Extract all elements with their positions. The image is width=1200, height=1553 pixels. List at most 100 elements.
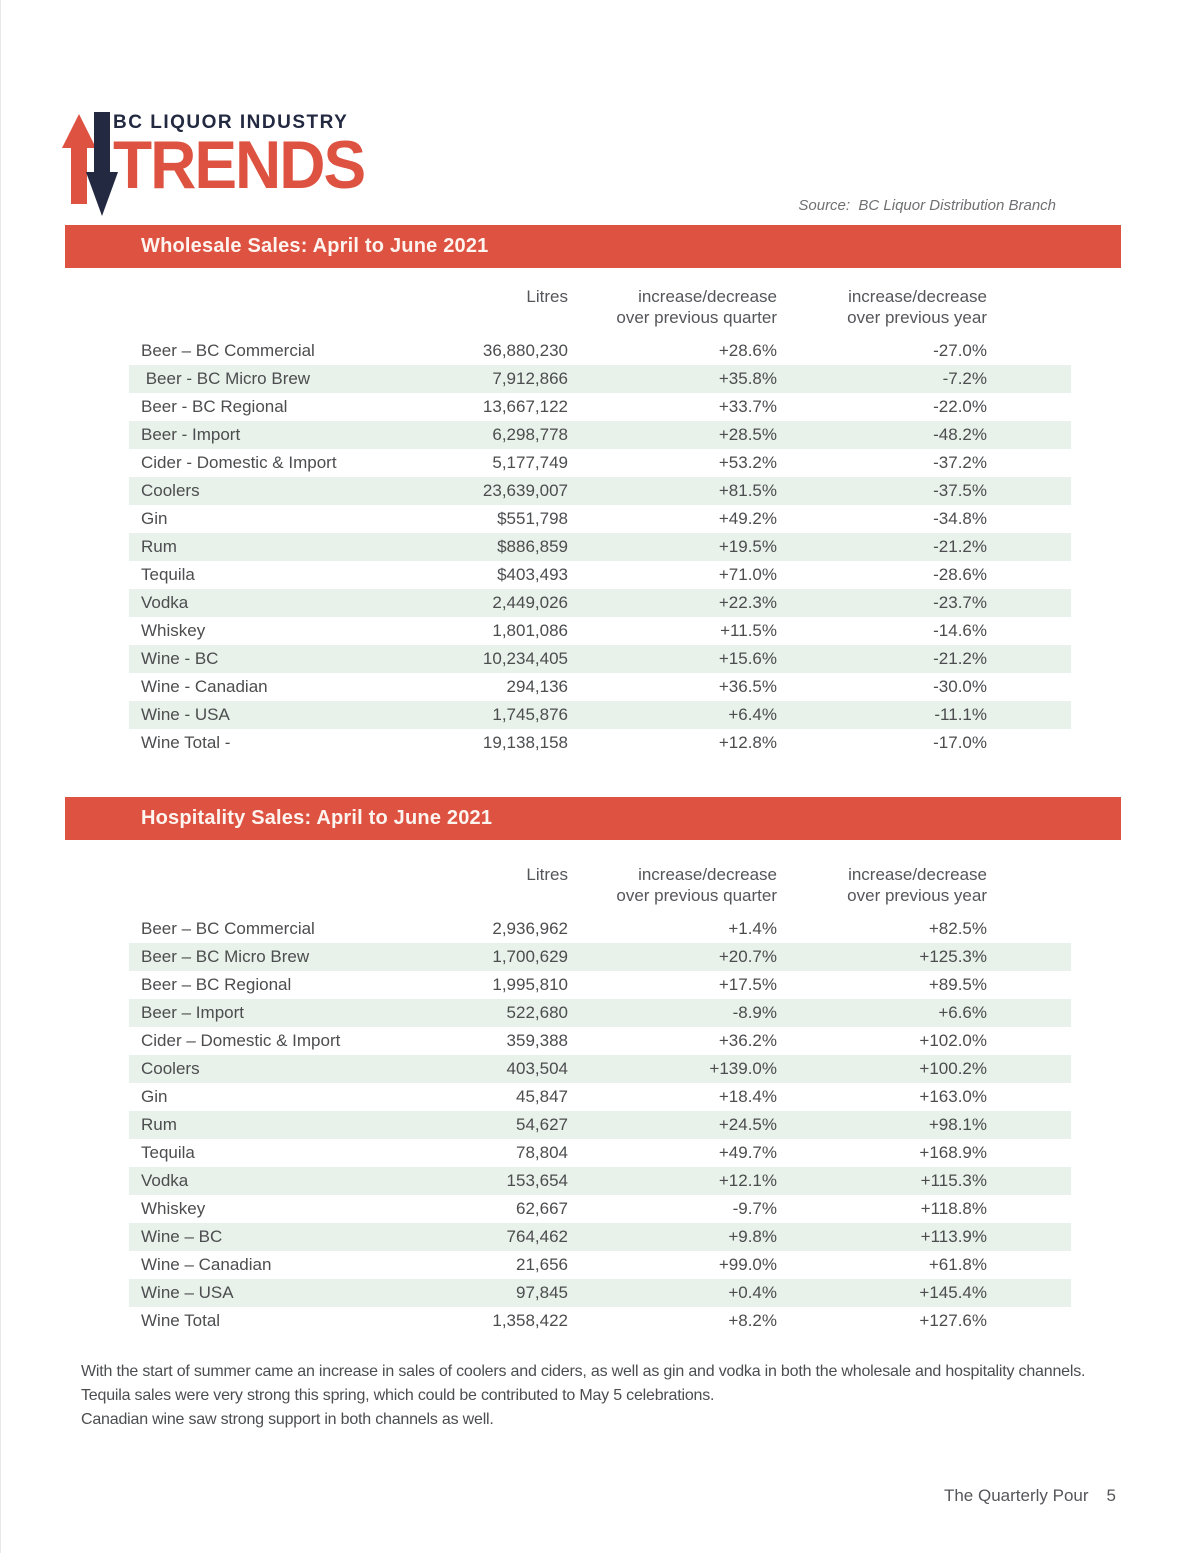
logo: BC LIQUOR INDUSTRY TRENDS [113,112,366,199]
year-change-cell: -27.0% [933,341,987,360]
year-change-cell: -7.2% [942,369,987,388]
category-cell: Beer – BC Regional [141,975,292,994]
litres-cell: 45,847 [516,1087,568,1106]
litres-cell: 6,298,778 [492,425,568,444]
wholesale-section-banner: Wholesale Sales: April to June 2021 [65,225,1121,268]
litres-cell: 13,667,122 [482,397,568,416]
year-change-cell: +61.8% [928,1255,987,1274]
source-note: Source: BC Liquor Distribution Branch [798,197,1056,214]
quarter-change-cell: -8.9% [732,1003,777,1022]
table-row: Beer - BC Micro Brew 7,912,866 +35.8% -7… [129,365,1071,393]
year-change-cell: +125.3% [919,947,987,966]
table-row: Wine – Canadian 21,656 +99.0% +61.8% [129,1251,1071,1279]
litres-cell: 359,388 [506,1031,568,1050]
hospitality-table: Litres increase/decrease over previous q… [129,864,1071,1335]
table-row: Gin $551,798 +49.2% -34.8% [129,505,1071,533]
quarter-change-cell: +36.2% [718,1031,777,1050]
table-row: Wine - BC 10,234,405 +15.6% -21.2% [129,645,1071,673]
header-spacer [129,286,379,328]
category-cell: Wine - Canadian [141,677,268,696]
year-change-cell: -21.2% [933,537,987,556]
table-row: Vodka 153,654 +12.1% +115.3% [129,1167,1071,1195]
litres-cell: 97,845 [516,1283,568,1302]
litres-cell: $551,798 [497,509,568,528]
table-row: Coolers 23,639,007 +81.5% -37.5% [129,477,1071,505]
litres-cell: 19,138,158 [482,733,568,752]
year-change-cell: -30.0% [933,677,987,696]
table-row: Beer – BC Commercial 2,936,962 +1.4% +82… [129,915,1071,943]
table-row: Wine Total - 19,138,158 +12.8% -17.0% [129,729,1071,757]
column-header-year: increase/decrease over previous year [847,287,987,327]
category-cell: Wine - USA [141,705,230,724]
category-cell: Vodka [141,593,189,612]
year-change-cell: -14.6% [933,621,987,640]
year-change-cell: -34.8% [933,509,987,528]
category-cell: Coolers [141,1059,200,1078]
quarter-change-cell: +49.2% [718,509,777,528]
quarter-change-cell: +22.3% [718,593,777,612]
year-change-cell: +127.6% [919,1311,987,1330]
year-change-cell: +98.1% [928,1115,987,1134]
table-row: Wine – BC 764,462 +9.8% +113.9% [129,1223,1071,1251]
table-row: Wine Total 1,358,422 +8.2% +127.6% [129,1307,1071,1335]
hospitality-table-header: Litres increase/decrease over previous q… [129,864,1071,906]
year-change-cell: +115.3% [920,1171,987,1190]
table-row: Rum $886,859 +19.5% -21.2% [129,533,1071,561]
litres-cell: 23,639,007 [482,481,568,500]
year-change-cell: +163.0% [919,1087,987,1106]
category-cell: Rum [141,537,177,556]
table-row: Wine - USA 1,745,876 +6.4% -11.1% [129,701,1071,729]
litres-cell: 2,449,026 [492,593,568,612]
year-change-cell: -23.7% [933,593,987,612]
litres-cell: 21,656 [516,1255,568,1274]
quarter-change-cell: +33.7% [718,397,777,416]
column-header-year: increase/decrease over previous year [847,865,987,905]
litres-cell: 10,234,405 [482,649,568,668]
header-spacer [129,864,379,906]
table-row: Tequila 78,804 +49.7% +168.9% [129,1139,1071,1167]
wholesale-table: Litres increase/decrease over previous q… [129,286,1071,757]
table-row: Beer - Import 6,298,778 +28.5% -48.2% [129,421,1071,449]
quarter-change-cell: +1.4% [728,919,777,938]
quarter-change-cell: +8.2% [728,1311,777,1330]
logo-kicker: BC LIQUOR INDUSTRY [113,112,349,133]
page-footer: The Quarterly Pour 5 [944,1486,1116,1506]
litres-cell: 403,504 [506,1059,568,1078]
litres-cell: 36,880,230 [482,341,568,360]
column-header-litres: Litres [526,865,568,884]
category-cell: Beer – Import [141,1003,244,1022]
category-cell: Wine – BC [141,1227,223,1246]
year-change-cell: -28.6% [933,565,987,584]
quarter-change-cell: +12.8% [718,733,777,752]
wholesale-table-body: Beer – BC Commercial 36,880,230 +28.6% -… [129,337,1071,757]
litres-cell: 1,358,422 [492,1311,568,1330]
category-cell: Beer - Import [141,425,241,444]
quarter-change-cell: +19.5% [718,537,777,556]
quarter-change-cell: +11.5% [720,621,777,640]
commentary-line: With the start of summer came an increas… [81,1363,1086,1380]
year-change-cell: +82.5% [928,919,987,938]
litres-cell: 7,912,866 [492,369,568,388]
category-cell: Gin [141,1087,168,1106]
quarter-change-cell: +24.5% [718,1115,777,1134]
quarter-change-cell: +0.4% [728,1283,777,1302]
category-cell: Wine Total [141,1311,221,1330]
commentary-line: Canadian wine saw strong support in both… [81,1411,494,1428]
quarter-change-cell: -9.7% [732,1199,777,1218]
category-cell: Wine – Canadian [141,1255,272,1274]
quarter-change-cell: +12.1% [718,1171,777,1190]
quarter-change-cell: +20.7% [718,947,777,966]
year-change-cell: -37.2% [933,453,987,472]
table-row: Cider - Domestic & Import 5,177,749 +53.… [129,449,1071,477]
table-row: Cider – Domestic & Import 359,388 +36.2%… [129,1027,1071,1055]
quarter-change-cell: +71.0% [718,565,777,584]
table-row: Beer – Import 522,680 -8.9% +6.6% [129,999,1071,1027]
quarter-change-cell: +49.7% [718,1143,777,1162]
hospitality-section-banner: Hospitality Sales: April to June 2021 [65,797,1121,840]
category-cell: Beer - BC Micro Brew [141,369,311,388]
litres-cell: 1,995,810 [492,975,568,994]
table-row: Coolers 403,504 +139.0% +100.2% [129,1055,1071,1083]
table-row: Gin 45,847 +18.4% +163.0% [129,1083,1071,1111]
category-cell: Rum [141,1115,177,1134]
